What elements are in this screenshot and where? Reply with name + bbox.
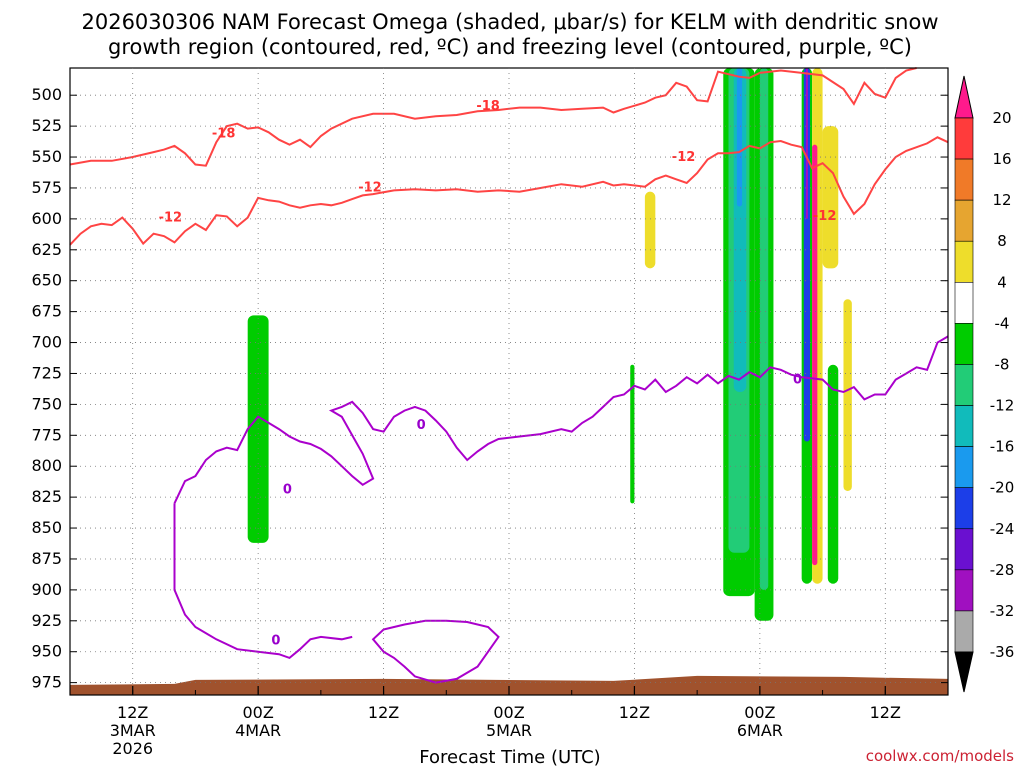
contour-label-1: -18 xyxy=(476,99,500,114)
contour-line-0 xyxy=(69,67,917,167)
contour-label-5: -12 xyxy=(813,209,837,224)
y-tick-label-525: 525 xyxy=(31,116,62,135)
y-tick-label-750: 750 xyxy=(31,394,62,413)
y-tick-label-650: 650 xyxy=(31,271,62,290)
omega-region-2 xyxy=(644,191,656,269)
y-tick-label-950: 950 xyxy=(31,642,62,661)
colorbar-label--12: -12 xyxy=(990,397,1015,415)
credit-text: coolwx.com/models xyxy=(866,747,1014,765)
omega-region-15 xyxy=(827,364,839,584)
y-axis: 500 525 550 575 600 625 650 675 700 725 750 775 800 8… xyxy=(31,85,948,692)
colorbar-label-20: 20 xyxy=(992,109,1011,127)
colorbar-bin-4 xyxy=(954,240,974,283)
colorbar-label-8: 8 xyxy=(997,232,1007,250)
contour-label-8: 0 xyxy=(417,418,426,433)
y-tick-label-800: 800 xyxy=(31,456,62,475)
omega-region-11 xyxy=(805,68,808,219)
colorbar-bin-5 xyxy=(954,282,974,324)
y-tick-label-775: 775 xyxy=(31,425,62,444)
plot-area: -18 -18 -12 -12 -12 -12 0 0 0 0 xyxy=(69,67,949,696)
y-tick-label-550: 550 xyxy=(31,147,62,166)
chart-title: 2026030306 NAM Forecast Omega (shaded, μ… xyxy=(81,10,938,59)
contour-line-1 xyxy=(69,136,949,246)
y-tick-label-900: 900 xyxy=(31,580,62,599)
y-tick-label-625: 625 xyxy=(31,240,62,259)
contour-label-7: 0 xyxy=(283,482,292,497)
x-tick-label-54-0: 12Z xyxy=(619,703,650,722)
x-tick-label-6-0: 12Z xyxy=(117,703,148,722)
omega-region-8 xyxy=(759,68,769,590)
omega-region-1 xyxy=(630,364,635,504)
colorbar-label-4: 4 xyxy=(997,273,1007,291)
x-tick-label-18-0: 00Z xyxy=(242,703,273,722)
contour-line-4 xyxy=(371,619,500,684)
x-tick-label-18-1: 4MAR xyxy=(235,721,281,740)
colorbar-label--36: -36 xyxy=(990,643,1015,661)
colorbar-legend: 20 16 12 8 4 -4 -8 -12 -16 -20 -24 -28 -32 -36 xyxy=(954,75,1015,693)
colorbar-bin-12 xyxy=(954,569,974,612)
y-tick-label-575: 575 xyxy=(31,178,62,197)
colorbar-bin-6 xyxy=(954,323,974,365)
colorbar-label-16: 16 xyxy=(992,150,1011,168)
x-tick-label-6-2: 2026 xyxy=(112,739,153,758)
colorbar-label--24: -24 xyxy=(990,520,1015,538)
terrain-ground xyxy=(70,675,948,695)
x-tick-label-42-0: 00Z xyxy=(493,703,524,722)
x-tick-label-6-1: 3MAR xyxy=(110,721,156,740)
colorbar-label--28: -28 xyxy=(990,561,1015,579)
x-tick-label-66-0: 00Z xyxy=(744,703,775,722)
x-tick-label-66-1: 6MAR xyxy=(737,721,783,740)
y-tick-label-725: 725 xyxy=(31,363,62,382)
colorbar-label--16: -16 xyxy=(990,438,1015,456)
x-axis-label: Forecast Time (UTC) xyxy=(419,747,600,768)
colorbar-label--4: -4 xyxy=(995,314,1010,332)
colorbar-top-arrow xyxy=(954,75,974,119)
colorbar-label-12: 12 xyxy=(992,191,1011,209)
y-tick-label-925: 925 xyxy=(31,611,62,630)
omega-region-13 xyxy=(812,144,818,566)
x-tick-label-78-0: 12Z xyxy=(870,703,901,722)
x-tick-label-30-0: 12Z xyxy=(368,703,399,722)
y-tick-label-500: 500 xyxy=(31,85,62,104)
x-tick-label-42-1: 5MAR xyxy=(486,721,532,740)
contour-line-3 xyxy=(173,335,949,504)
contour-label-2: -12 xyxy=(159,210,183,225)
colorbar-bin-gray xyxy=(954,610,974,653)
y-tick-label-875: 875 xyxy=(31,549,62,568)
y-tick-label-700: 700 xyxy=(31,333,62,352)
chart-title-line1: 2026030306 NAM Forecast Omega (shaded, μ… xyxy=(81,10,938,34)
contour-label-0: -18 xyxy=(212,126,236,141)
colorbar-bottom-arrow xyxy=(954,651,974,693)
omega-region-6 xyxy=(736,68,743,207)
omega-region-16 xyxy=(843,299,852,491)
colorbar-label--8: -8 xyxy=(995,355,1010,373)
omega-region-0 xyxy=(247,315,269,543)
colorbar-bin-9 xyxy=(954,446,974,488)
contour-label-3: -12 xyxy=(358,181,382,196)
y-tick-label-825: 825 xyxy=(31,487,62,506)
colorbar-label--32: -32 xyxy=(990,602,1015,620)
colorbar-bin-7 xyxy=(954,364,974,406)
y-tick-label-975: 975 xyxy=(31,673,62,692)
contour-label-4: -12 xyxy=(672,150,696,165)
y-tick-label-850: 850 xyxy=(31,518,62,537)
colorbar-bin-10 xyxy=(954,487,974,530)
contour-line-2 xyxy=(173,503,353,660)
contour-label-6: 0 xyxy=(271,633,280,648)
colorbar-label--20: -20 xyxy=(990,479,1015,497)
colorbar-bin-11 xyxy=(954,528,974,571)
chart-title-line2: growth region (contoured, red, ºC) and f… xyxy=(108,35,912,59)
contour-label-9: 0 xyxy=(793,372,802,387)
colorbar-bin-8 xyxy=(954,405,974,447)
omega-region-14 xyxy=(822,126,839,269)
colorbar-bin-2 xyxy=(954,158,974,201)
y-tick-label-600: 600 xyxy=(31,209,62,228)
colorbar-bin-1 xyxy=(954,117,974,160)
colorbar-bin-3 xyxy=(954,199,974,242)
y-tick-label-675: 675 xyxy=(31,302,62,321)
